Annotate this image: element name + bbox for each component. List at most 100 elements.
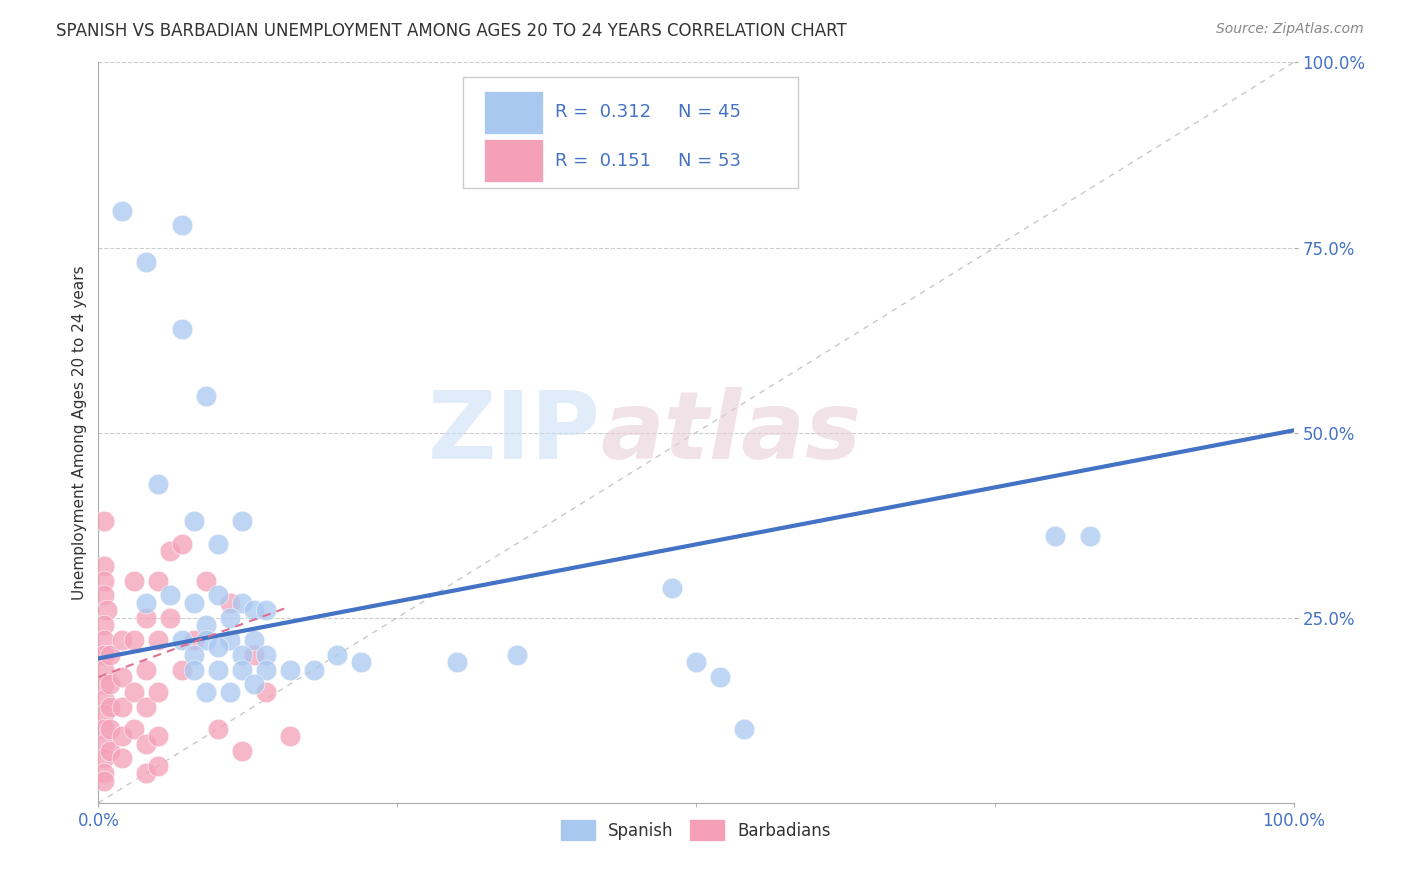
Point: [93, 618, 115, 632]
Point: [93, 722, 115, 736]
Text: R =  0.312: R = 0.312: [555, 103, 651, 121]
Point: [183, 663, 205, 677]
Point: [159, 544, 181, 558]
Point: [243, 632, 266, 647]
Point: [326, 648, 349, 662]
Point: [661, 581, 683, 595]
Point: [350, 655, 373, 669]
Point: [506, 648, 529, 662]
Point: [159, 610, 181, 624]
Point: [93, 589, 115, 603]
Text: N = 53: N = 53: [678, 152, 741, 169]
Point: [148, 477, 170, 491]
Point: [98, 699, 122, 714]
Point: [733, 722, 755, 736]
Point: [159, 589, 181, 603]
Point: [183, 596, 205, 610]
Point: [148, 632, 170, 647]
Point: [135, 610, 157, 624]
Point: [148, 758, 170, 772]
Point: [148, 729, 170, 743]
Point: [709, 670, 731, 684]
Point: [183, 515, 205, 529]
Point: [93, 692, 115, 706]
Text: ZIP: ZIP: [427, 386, 600, 479]
Text: SPANISH VS BARBADIAN UNEMPLOYMENT AMONG AGES 20 TO 24 YEARS CORRELATION CHART: SPANISH VS BARBADIAN UNEMPLOYMENT AMONG …: [56, 22, 846, 40]
Point: [93, 751, 115, 765]
Point: [124, 574, 146, 588]
Point: [195, 685, 218, 699]
Point: [124, 685, 146, 699]
Point: [207, 589, 229, 603]
Point: [93, 515, 115, 529]
Point: [207, 536, 229, 550]
Point: [254, 648, 277, 662]
Point: [278, 729, 301, 743]
Point: [685, 655, 707, 669]
Point: [135, 737, 157, 751]
Point: [243, 677, 266, 691]
Point: [231, 596, 253, 610]
Point: [195, 388, 218, 402]
Point: [111, 729, 134, 743]
Point: [111, 751, 134, 765]
Point: [98, 677, 122, 691]
Point: [195, 618, 218, 632]
Point: [446, 655, 468, 669]
Point: [111, 203, 134, 218]
Point: [195, 574, 218, 588]
Point: [111, 632, 134, 647]
Point: [243, 648, 266, 662]
Point: [172, 322, 194, 336]
Point: [243, 603, 266, 617]
Text: atlas: atlas: [600, 386, 862, 479]
Y-axis label: Unemployment Among Ages 20 to 24 years: Unemployment Among Ages 20 to 24 years: [72, 265, 87, 600]
Point: [172, 632, 194, 647]
Point: [231, 663, 253, 677]
Point: [219, 610, 242, 624]
Point: [98, 648, 122, 662]
Point: [93, 706, 115, 721]
Point: [124, 722, 146, 736]
Point: [278, 663, 301, 677]
Point: [96, 603, 118, 617]
Point: [148, 685, 170, 699]
FancyBboxPatch shape: [463, 78, 797, 188]
Point: [254, 603, 277, 617]
Point: [219, 632, 242, 647]
Point: [93, 632, 115, 647]
Point: [231, 648, 253, 662]
Point: [93, 677, 115, 691]
Text: R =  0.151: R = 0.151: [555, 152, 651, 169]
Point: [111, 699, 134, 714]
Point: [135, 699, 157, 714]
Point: [93, 648, 115, 662]
Text: Source: ZipAtlas.com: Source: ZipAtlas.com: [1216, 22, 1364, 37]
Point: [207, 663, 229, 677]
Point: [93, 574, 115, 588]
FancyBboxPatch shape: [485, 138, 543, 182]
Point: [172, 219, 194, 233]
Point: [254, 663, 277, 677]
Point: [93, 737, 115, 751]
Point: [135, 596, 157, 610]
Point: [172, 536, 194, 550]
Point: [111, 670, 134, 684]
Point: [219, 685, 242, 699]
Point: [1080, 529, 1102, 543]
Point: [207, 640, 229, 655]
Point: [219, 596, 242, 610]
Point: [135, 663, 157, 677]
Point: [231, 515, 253, 529]
Point: [98, 722, 122, 736]
Point: [195, 632, 218, 647]
Point: [183, 632, 205, 647]
Point: [135, 255, 157, 269]
Legend: Spanish, Barbadians: Spanish, Barbadians: [555, 814, 837, 847]
FancyBboxPatch shape: [485, 91, 543, 135]
Point: [254, 685, 277, 699]
Point: [93, 663, 115, 677]
Point: [148, 574, 170, 588]
Point: [93, 558, 115, 573]
Point: [183, 648, 205, 662]
